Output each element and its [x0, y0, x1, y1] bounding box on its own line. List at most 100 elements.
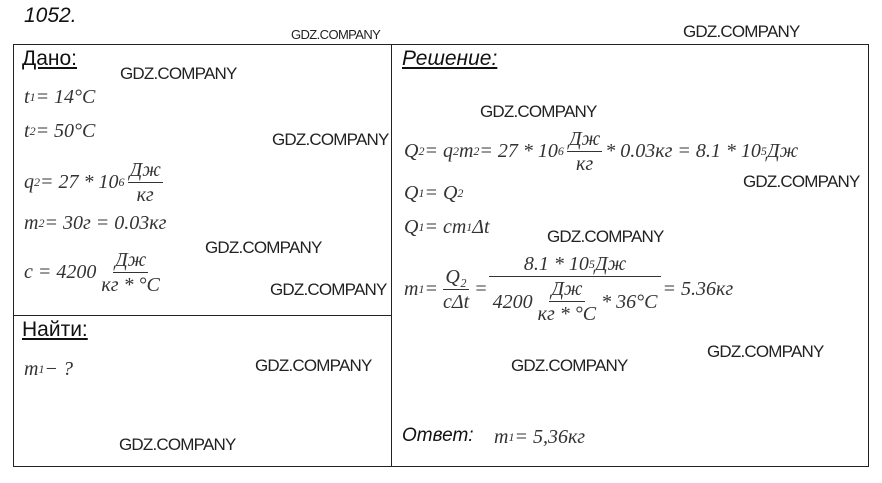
watermark: GDZ.COMPANY	[743, 172, 860, 191]
subscript: 1	[29, 90, 36, 104]
math-text: Q	[404, 140, 419, 162]
math-text: = q	[424, 140, 453, 162]
math-text: c = 4200	[24, 261, 97, 283]
denominator: кг * °C	[537, 303, 597, 325]
numerator: Дж	[127, 159, 163, 183]
fraction: Дж кг * °C	[536, 277, 599, 326]
numerator: Q₂	[443, 265, 469, 290]
math-text: Дж	[766, 140, 799, 162]
superscript: 6	[557, 144, 564, 158]
equation: c = 4200 Дж кг * °C	[24, 248, 165, 297]
denominator: 4200 Дж кг * °C * 36°C	[491, 277, 660, 326]
math-text: Δt	[472, 216, 490, 238]
math-text: = 5.36кг	[662, 277, 734, 300]
superscript: 6	[118, 175, 125, 189]
subscript: 2	[29, 124, 36, 138]
fraction: 8.1 * 10 5 Дж 4200 Дж кг * °C * 36°C	[488, 252, 662, 326]
problem-number: 1052.	[24, 4, 77, 27]
math-text: q	[24, 171, 34, 193]
subscript: 2	[457, 186, 464, 200]
denominator: кг * °C	[101, 274, 160, 296]
superscript: 5	[760, 144, 767, 158]
math-text: =	[474, 277, 488, 300]
denominator: кг	[136, 184, 154, 206]
watermark: GDZ.COMPANY	[480, 102, 597, 121]
math-text: 8.1 * 10	[523, 253, 589, 275]
subscript: 1	[508, 430, 515, 444]
denominator: кг	[575, 153, 594, 175]
watermark: GDZ.COMPANY	[120, 64, 237, 83]
subscript: 1	[418, 186, 425, 200]
watermark: GDZ.COMPANY	[270, 280, 387, 299]
subscript: 2	[418, 144, 425, 158]
find-heading: Найти:	[22, 318, 88, 341]
math-text: * 36°C	[601, 290, 658, 313]
fraction: Дж кг * °C	[99, 248, 162, 297]
math-text: = 27 * 10	[479, 140, 558, 162]
fraction: Дж кг	[566, 127, 603, 176]
watermark: GDZ.COMPANY	[547, 227, 664, 246]
solution-heading: Решение:	[402, 47, 498, 70]
math-text: = 50°C	[35, 120, 96, 142]
math-text: m	[24, 212, 39, 234]
watermark: GDZ.COMPANY	[683, 22, 800, 41]
math-text: − ?	[44, 358, 73, 380]
given-heading: Дано:	[22, 47, 78, 70]
math-text: = 5,36кг	[514, 426, 586, 448]
subscript: 2	[473, 144, 480, 158]
numerator: Дж	[112, 249, 149, 273]
subscript: 1	[466, 220, 473, 234]
numerator: 8.1 * 10 5 Дж	[488, 252, 662, 277]
numerator: Дж	[549, 278, 585, 302]
math-text: 4200	[492, 290, 533, 313]
subscript: 1	[418, 281, 425, 296]
denominator: cΔt	[442, 290, 470, 313]
math-text: t	[24, 120, 30, 142]
math-text: = cm	[424, 216, 467, 238]
watermark: GDZ.COMPANY	[205, 238, 322, 257]
math-text: =	[424, 277, 438, 300]
math-text: Q	[404, 182, 419, 204]
watermark: GDZ.COMPANY	[119, 435, 236, 454]
math-text: m	[404, 277, 419, 300]
divider-horizontal	[13, 315, 391, 316]
subscript: 2	[452, 144, 459, 158]
math-text: Q	[404, 216, 419, 238]
math-text: = Q	[424, 182, 458, 204]
solution-table	[13, 44, 869, 467]
math-text: * 0.03кг = 8.1 * 10	[605, 140, 761, 162]
divider-vertical	[391, 44, 392, 467]
math-text: = 14°C	[35, 86, 96, 108]
watermark: GDZ.COMPANY	[255, 356, 372, 375]
fraction: Q₂ cΔt	[441, 265, 471, 314]
answer-label: Ответ:	[402, 425, 474, 446]
subscript: 2	[34, 175, 40, 189]
watermark: GDZ.COMPANY	[272, 130, 389, 149]
subscript: 2	[38, 216, 45, 230]
math-text: Дж	[594, 253, 627, 275]
math-text: t	[24, 86, 30, 108]
math-text: m	[494, 426, 509, 448]
math-text: m	[458, 140, 474, 162]
math-text: = 27 * 10	[40, 171, 119, 193]
numerator: Дж	[566, 128, 603, 152]
watermark: GDZ.COMPANY	[511, 356, 628, 375]
subscript: 1	[418, 220, 425, 234]
math-text: m	[24, 358, 39, 380]
fraction: Дж кг	[127, 158, 163, 207]
math-text: = 30г = 0.03кг	[44, 212, 167, 234]
superscript: 5	[588, 257, 595, 271]
subscript: 1	[38, 362, 45, 376]
watermark: GDZ.COMPANY	[291, 27, 381, 42]
watermark: GDZ.COMPANY	[707, 342, 824, 361]
